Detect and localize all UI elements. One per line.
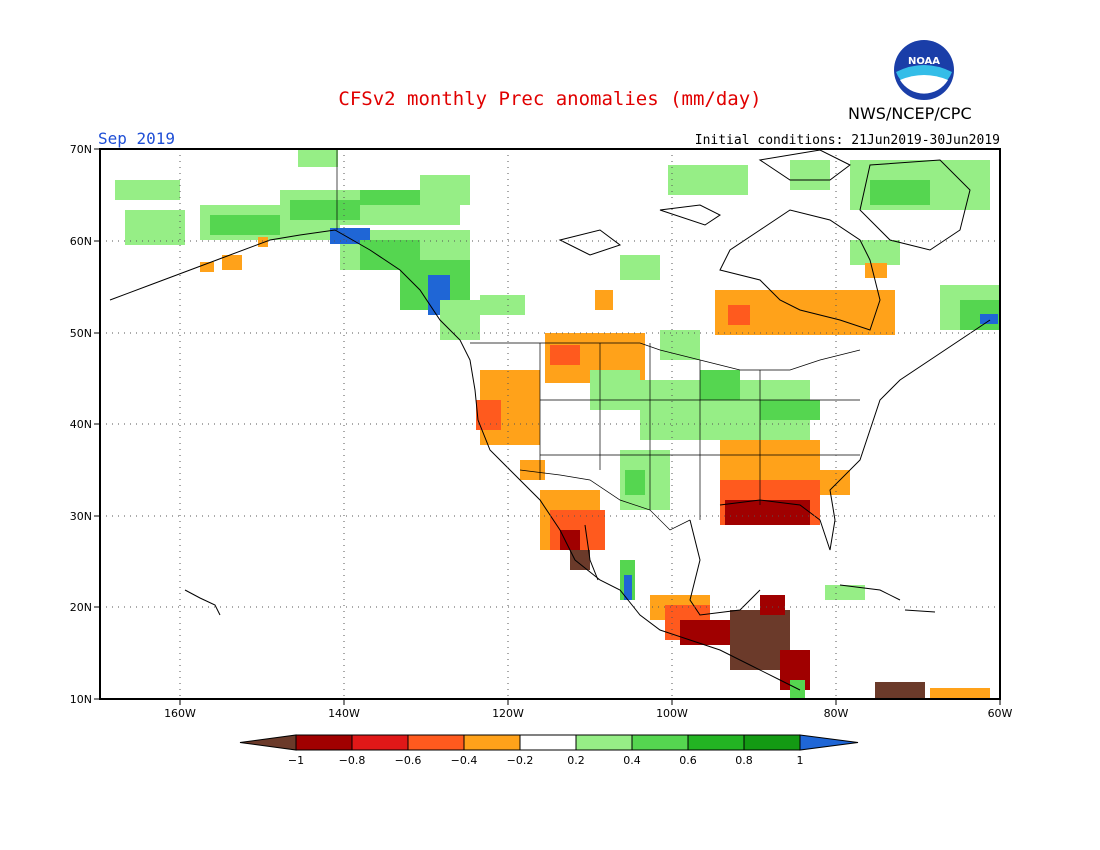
anomaly-patches [115,149,1000,698]
legend-label: 0.6 [679,754,697,767]
legend-label: 0.4 [623,754,641,767]
legend-swatch [743,734,801,751]
legend-label: 1 [797,754,804,767]
chart-title: CFSv2 monthly Prec anomalies (mm/day) [338,88,762,110]
lon-label: 60W [988,707,1013,720]
legend-swatch [351,734,409,751]
agency-label: NWS/NCEP/CPC [848,104,972,123]
lon-label: 120W [492,707,524,720]
legend-label: 0.8 [735,754,753,767]
lon-label: 100W [656,707,688,720]
legend-label: −0.8 [339,754,366,767]
lat-label: 20N [70,601,92,614]
legend-label: −0.2 [507,754,534,767]
legend-swatch [407,734,465,751]
lon-label: 80W [824,707,849,720]
legend-low-arrow [239,734,297,751]
legend-label: −0.6 [395,754,422,767]
legend-swatch [295,734,353,751]
color-legend: −1 −0.8 −0.6 −0.4 −0.2 0.2 0.4 0.6 0.8 1 [239,734,859,767]
legend-swatch [463,734,521,751]
legend-swatch [519,734,577,751]
lon-labels: 160W 140W 120W 100W 80W 60W [164,707,1012,720]
lon-label: 160W [164,707,196,720]
gridlines [100,149,1000,699]
lon-label: 140W [328,707,360,720]
legend-swatch [575,734,633,751]
initial-conditions-label: Initial conditions: 21Jun2019-30Jun2019 [694,133,1000,148]
lat-label: 30N [70,510,92,523]
lat-label: 70N [70,143,92,156]
noaa-logo: NOAA [894,40,954,100]
lat-label: 60N [70,235,92,248]
noaa-logo-text: NOAA [908,56,940,67]
legend-swatch [631,734,689,751]
legend-high-arrow [799,734,859,751]
legend-label: −1 [288,754,304,767]
legend-label: −0.4 [451,754,478,767]
lat-label: 10N [70,693,92,706]
lat-label: 40N [70,418,92,431]
political-borders [336,149,861,531]
legend-swatch [687,734,745,751]
lat-label: 50N [70,327,92,340]
legend-label: 0.2 [567,754,585,767]
valid-month-label: Sep 2019 [98,129,176,148]
lat-labels: 70N 60N 50N 40N 30N 20N 10N [70,143,92,706]
